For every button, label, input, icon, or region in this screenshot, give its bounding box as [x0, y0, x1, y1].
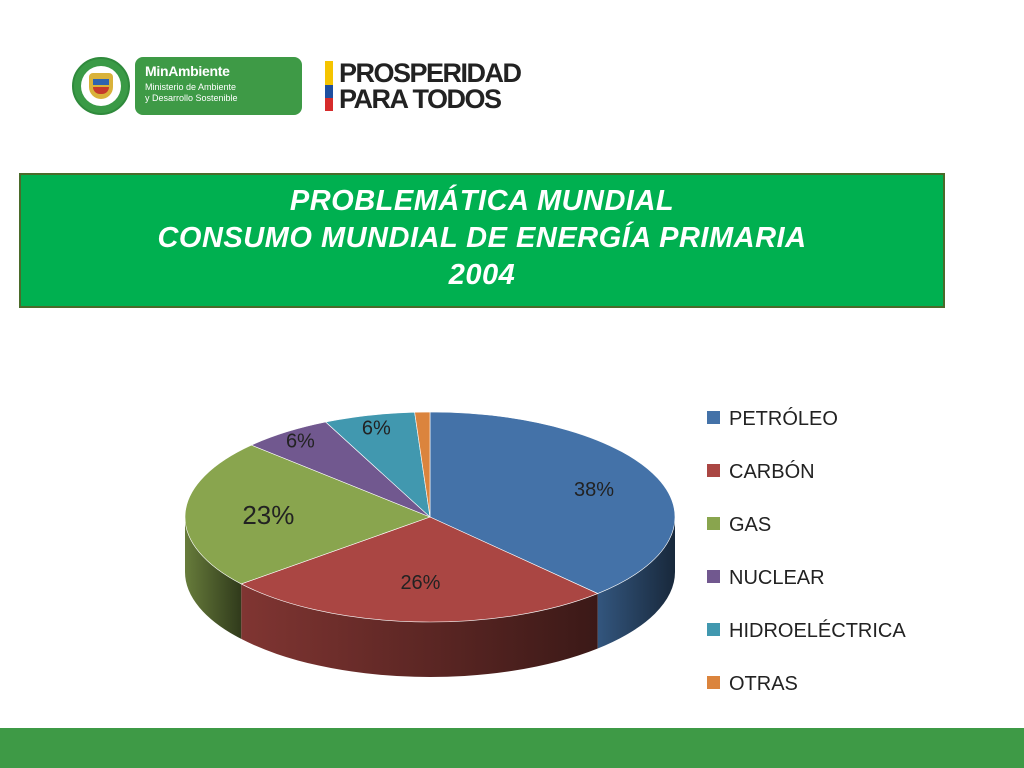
flag-yellow-stripe — [325, 61, 333, 85]
pie-slice-petróleo — [429, 411, 676, 594]
prosperidad-line-2: PARA TODOS — [339, 84, 502, 114]
header-logos: MinAmbiente Ministerio de Ambiente y Des… — [70, 55, 540, 117]
legend-swatch-gas — [707, 517, 720, 530]
data-label-carbón: 26% — [400, 572, 440, 594]
minambiente-title: MinAmbiente — [145, 63, 230, 79]
pie-slice-otras — [414, 411, 431, 518]
legend-label-petróleo: PETRÓLEO — [729, 407, 838, 430]
pie-sides — [185, 517, 675, 677]
colombia-seal-logo — [72, 57, 130, 115]
legend-label-nuclear: NUCLEAR — [729, 567, 825, 589]
minambiente-logo: MinAmbiente Ministerio de Ambiente y Des… — [135, 57, 302, 115]
minambiente-subtitle-2: y Desarrollo Sostenible — [145, 93, 238, 103]
pie-side-carbón — [241, 583, 598, 677]
chart-legend: PETRÓLEO CARBÓN GAS NUCLEAR HIDROELÉCTRICA OT… — [707, 407, 906, 695]
pie-side-petróleo — [597, 517, 675, 649]
data-label-nuclear: 6% — [286, 431, 315, 453]
legend-swatch-hidroeléctrica — [707, 623, 720, 636]
flag-blue-stripe — [325, 85, 333, 98]
legend-label-otras: OTRAS — [729, 673, 798, 695]
title-line-2: CONSUMO MUNDIAL DE ENERGÍA PRIMARIA — [157, 222, 807, 254]
title-line-3: 2004 — [448, 259, 516, 291]
legend-swatch-petróleo — [707, 411, 720, 424]
pie-top-slices — [184, 411, 676, 623]
footer-bar — [0, 728, 1024, 768]
legend-label-carbón: CARBÓN — [729, 460, 815, 483]
title-line-1: PROBLEMÁTICA MUNDIAL — [289, 185, 675, 217]
minambiente-subtitle-1: Ministerio de Ambiente — [145, 82, 237, 92]
data-label-petróleo: 38% — [574, 479, 614, 501]
prosperidad-logo: PROSPERIDAD PARA TODOS — [325, 59, 540, 115]
legend-label-hidroeléctrica: HIDROELÉCTRICA — [729, 619, 906, 642]
prosperidad-line-1: PROSPERIDAD — [339, 58, 522, 88]
pie-slice-carbón — [240, 516, 599, 623]
data-label-gas: 23% — [242, 500, 294, 530]
flag-red-stripe — [325, 98, 333, 111]
data-label-hidroeléctrica: 6% — [362, 418, 391, 440]
pie-data-labels: 38% 26% 23% 6% 6% — [242, 418, 614, 594]
pie-side-gas — [185, 517, 242, 639]
legend-swatch-otras — [707, 676, 720, 689]
slide-title-box: PROBLEMÁTICA MUNDIAL CONSUMO MUNDIAL DE … — [19, 173, 945, 308]
legend-swatch-nuclear — [707, 570, 720, 583]
pie-slice-gas — [184, 444, 431, 585]
legend-label-gas: GAS — [729, 514, 771, 536]
legend-swatch-carbón — [707, 464, 720, 477]
